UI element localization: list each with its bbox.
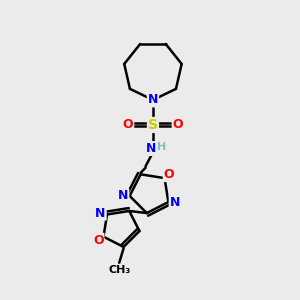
Text: O: O	[93, 234, 104, 247]
Text: N: N	[118, 189, 128, 203]
Text: O: O	[123, 118, 133, 131]
Text: S: S	[148, 118, 158, 132]
Text: O: O	[173, 118, 183, 131]
Text: H: H	[157, 142, 166, 152]
Text: O: O	[164, 168, 174, 181]
Text: N: N	[146, 142, 156, 155]
Text: N: N	[148, 93, 158, 106]
Text: CH₃: CH₃	[108, 265, 130, 275]
Text: N: N	[95, 206, 106, 220]
Text: N: N	[170, 196, 180, 208]
